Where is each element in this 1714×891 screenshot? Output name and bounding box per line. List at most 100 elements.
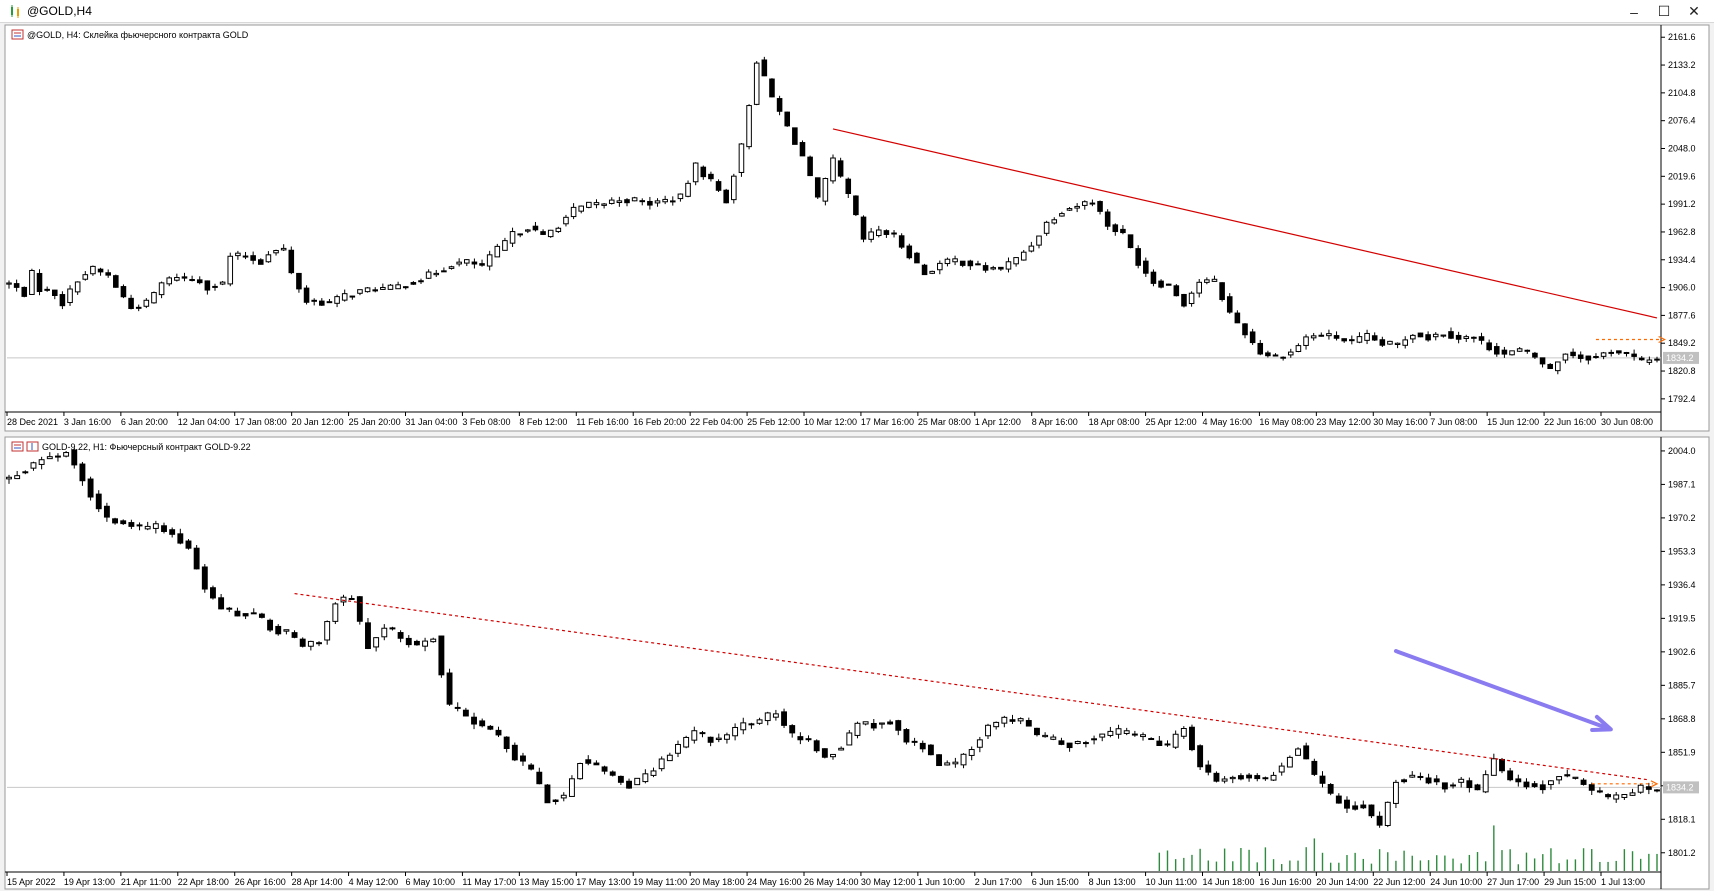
candle [547, 229, 554, 238]
candle-body [120, 520, 127, 525]
candle-body [1463, 336, 1470, 339]
candle-body [715, 181, 722, 191]
candle-body [968, 749, 975, 756]
candle-body [166, 277, 173, 285]
candle [22, 470, 29, 475]
candle-body [1005, 261, 1012, 270]
candle-body [181, 276, 188, 279]
candle-body [1409, 774, 1416, 778]
candle [212, 283, 218, 291]
candle-body [517, 233, 523, 236]
candle [1303, 742, 1310, 760]
candle [860, 215, 867, 243]
candle-body [479, 720, 486, 727]
chart-panel-2[interactable]: GOLD-9.22, H1: Фьючерсный контракт GOLD-… [4, 436, 1710, 890]
price-tick-label: 1801.2 [1668, 848, 1696, 858]
candle [1131, 730, 1138, 737]
candle-body [1066, 208, 1073, 211]
trend-line[interactable] [832, 128, 1658, 319]
candle-body [1150, 271, 1157, 284]
candle [235, 250, 241, 260]
candle [503, 736, 510, 753]
candle-body [723, 734, 730, 740]
candle [662, 195, 668, 205]
candle-body [821, 748, 828, 758]
candle [1387, 340, 1393, 345]
candle-body [1089, 202, 1096, 205]
candle-body [1205, 764, 1212, 773]
price-tick-label: 1970.2 [1668, 513, 1696, 523]
current-price-badge [1663, 351, 1699, 364]
candle [1490, 753, 1497, 776]
candle [982, 262, 989, 273]
candle-body [1654, 789, 1660, 792]
candle [1524, 349, 1531, 354]
candle-body [1091, 738, 1098, 741]
candle-body [67, 288, 73, 304]
candle-body [1333, 335, 1340, 339]
candle-body [44, 288, 50, 291]
candles [6, 448, 1660, 828]
candle-body [433, 272, 440, 276]
candle-body [340, 596, 347, 603]
candle [875, 225, 882, 238]
candle-body [448, 266, 455, 269]
candle [1409, 771, 1416, 778]
candle-body [1173, 285, 1180, 297]
chart-header-title: GOLD-9.22, H1: Фьючерсный контракт GOLD-… [42, 442, 251, 452]
time-tick-label: 25 Feb 12:00 [747, 417, 800, 427]
candle-body [1189, 726, 1195, 751]
candle-body [1327, 784, 1334, 794]
candle [373, 637, 380, 652]
close-icon[interactable]: ✕ [1688, 3, 1700, 19]
candle [265, 251, 272, 263]
candle-body [1226, 296, 1233, 313]
candle [1164, 740, 1171, 747]
candle-body [135, 306, 142, 309]
candle-body [273, 249, 279, 254]
candle [299, 637, 306, 648]
candle [1249, 328, 1256, 345]
candle-body [593, 202, 600, 206]
time-tick-label: 22 Jun 12:00 [1373, 877, 1425, 887]
charts-canvas[interactable]: @GOLD, H4: Склейка фьючерсного контракта… [0, 23, 1714, 891]
candle-body [528, 764, 535, 770]
candle-body [1417, 332, 1424, 338]
candle [1360, 800, 1367, 810]
candle-body [349, 295, 356, 298]
time-tick-label: 18 Apr 08:00 [1089, 417, 1140, 427]
candle-body [1524, 349, 1531, 352]
candle-body [927, 744, 934, 756]
candle [1211, 275, 1218, 282]
candle [1556, 776, 1563, 785]
candle [601, 765, 608, 775]
candle [1577, 351, 1584, 363]
candle [846, 730, 853, 746]
arrowhead-icon [1658, 335, 1666, 344]
candle [911, 737, 918, 746]
candle-body [1356, 336, 1363, 343]
maximize-icon[interactable]: ☐ [1657, 3, 1671, 19]
candle [692, 162, 699, 186]
candle [1082, 740, 1089, 748]
candle [837, 157, 844, 178]
candle [226, 606, 233, 613]
candle-body [410, 282, 417, 285]
candle [257, 258, 264, 265]
candle [1205, 760, 1212, 776]
candle-body [1164, 743, 1171, 746]
candle [683, 735, 690, 749]
candle-body [1066, 742, 1073, 749]
candle-body [1319, 775, 1326, 784]
direction-arrow[interactable] [1393, 649, 1611, 731]
candle-body [1570, 351, 1576, 357]
candle [952, 255, 958, 266]
candle [1242, 323, 1248, 339]
candle-body [1384, 801, 1391, 826]
candle-body [781, 711, 787, 726]
candle [1280, 356, 1286, 361]
chart-panel-1[interactable]: @GOLD, H4: Склейка фьючерсного контракта… [4, 24, 1710, 432]
minimize-icon[interactable]: – [1630, 3, 1638, 20]
candle [438, 635, 445, 678]
candle-body [1107, 730, 1114, 736]
